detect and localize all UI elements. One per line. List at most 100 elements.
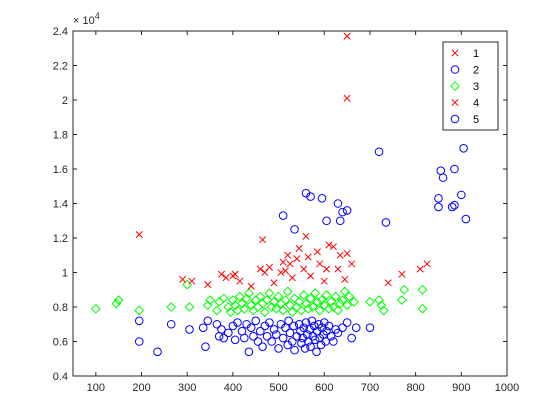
data-point-series-3 xyxy=(264,288,275,299)
plot-area xyxy=(90,32,471,357)
data-point-series-3 xyxy=(273,291,284,302)
data-point-series-3 xyxy=(280,295,291,306)
data-point-series-1 xyxy=(348,260,356,268)
data-point-series-2 xyxy=(134,337,144,346)
data-point-series-3 xyxy=(314,305,325,316)
data-point-series-2 xyxy=(351,323,361,333)
data-point-series-1 xyxy=(336,251,344,259)
data-point-series-2 xyxy=(262,332,272,341)
data-point-series-3 xyxy=(166,302,177,312)
data-point-series-1 xyxy=(423,260,431,268)
legend-label: 3 xyxy=(473,81,479,93)
data-point-series-1 xyxy=(316,260,324,268)
data-point-series-3 xyxy=(287,307,298,318)
data-point-series-2 xyxy=(274,344,283,353)
data-point-series-2 xyxy=(290,225,299,234)
data-point-series-2 xyxy=(306,192,315,201)
data-point-series-2 xyxy=(312,347,321,357)
data-point-series-1 xyxy=(277,268,285,277)
data-point-series-2 xyxy=(267,337,277,346)
data-point-series-2 xyxy=(284,316,293,326)
legend-marker-4 xyxy=(451,98,459,107)
y-tick-label: 2.2 xyxy=(53,61,68,73)
data-point-series-2 xyxy=(153,347,162,357)
y-tick-label: 1 xyxy=(62,268,68,280)
data-point-series-1 xyxy=(341,275,349,283)
data-point-series-2 xyxy=(450,164,459,174)
data-point-series-2 xyxy=(256,326,265,336)
data-point-series-1 xyxy=(329,243,337,251)
data-point-series-3 xyxy=(349,296,359,307)
data-point-series-1 xyxy=(334,265,342,273)
data-point-series-2 xyxy=(134,316,144,326)
data-point-series-3 xyxy=(211,305,222,316)
data-point-series-3 xyxy=(330,291,341,302)
data-point-series-3 xyxy=(227,295,238,306)
data-point-series-3 xyxy=(323,303,334,314)
legend-label: 5 xyxy=(473,114,479,126)
data-point-series-3 xyxy=(294,296,305,307)
data-point-series-2 xyxy=(335,216,345,226)
data-point-series-3 xyxy=(243,288,254,299)
data-point-series-3 xyxy=(317,295,327,306)
data-point-series-3 xyxy=(303,303,314,314)
data-point-series-2 xyxy=(434,202,443,212)
data-point-series-3 xyxy=(399,284,410,295)
x-tick-label: 400 xyxy=(224,382,242,394)
legend-label: 1 xyxy=(473,48,479,60)
data-point-series-2 xyxy=(203,316,213,326)
data-point-series-3 xyxy=(184,302,195,312)
data-point-series-1 xyxy=(343,249,351,258)
data-point-series-2 xyxy=(299,323,309,333)
y-tick-label: 0.8 xyxy=(53,302,68,314)
data-point-series-2 xyxy=(374,147,384,157)
data-point-series-1 xyxy=(279,258,287,266)
data-point-series-3 xyxy=(397,295,407,306)
data-point-series-2 xyxy=(244,347,254,357)
data-point-series-1 xyxy=(398,270,406,278)
data-point-series-3 xyxy=(205,295,215,306)
legend-marker-5 xyxy=(450,114,460,124)
data-point-series-2 xyxy=(329,337,338,346)
data-point-series-1 xyxy=(293,255,301,263)
x-tick-label: 900 xyxy=(452,382,470,394)
data-point-series-3 xyxy=(271,303,282,314)
data-point-series-1 xyxy=(288,274,296,282)
data-point-series-3 xyxy=(134,305,145,316)
y-tick-label: 2.4 xyxy=(53,26,68,38)
data-point-series-1 xyxy=(259,236,267,244)
data-point-series-2 xyxy=(342,206,352,215)
data-point-series-2 xyxy=(347,333,356,343)
data-point-series-2 xyxy=(233,318,242,327)
data-point-series-1 xyxy=(179,275,187,283)
data-point-series-1 xyxy=(222,274,230,282)
data-point-series-3 xyxy=(262,295,273,306)
data-point-series-1 xyxy=(320,277,328,285)
data-point-series-1 xyxy=(384,279,392,287)
data-point-series-2 xyxy=(251,316,261,326)
data-point-series-3 xyxy=(328,302,339,312)
data-point-series-2 xyxy=(338,207,347,217)
data-point-series-1 xyxy=(307,272,315,280)
legend: 1 2 3 4 5 xyxy=(442,41,499,131)
data-point-series-1 xyxy=(302,232,310,240)
data-point-series-3 xyxy=(301,298,311,309)
data-point-series-2 xyxy=(438,173,448,182)
data-point-series-3 xyxy=(289,293,300,304)
y-tick-label: 2 xyxy=(62,95,68,107)
y-tick-label: 0.4 xyxy=(53,371,68,383)
data-point-series-2 xyxy=(450,200,459,210)
data-point-series-2 xyxy=(324,321,334,331)
legend-marker-3 xyxy=(450,81,460,91)
data-point-series-2 xyxy=(333,199,343,208)
data-point-series-3 xyxy=(90,303,101,314)
legend-label: 2 xyxy=(473,65,479,77)
x-tick-label: 300 xyxy=(178,382,196,394)
data-point-series-2 xyxy=(381,218,391,227)
data-point-series-2 xyxy=(258,342,267,351)
data-point-series-2 xyxy=(219,333,229,343)
x-tick-label: 600 xyxy=(315,382,333,394)
data-point-series-1 xyxy=(325,241,333,249)
data-point-series-2 xyxy=(265,318,274,327)
data-point-series-1 xyxy=(322,265,331,273)
